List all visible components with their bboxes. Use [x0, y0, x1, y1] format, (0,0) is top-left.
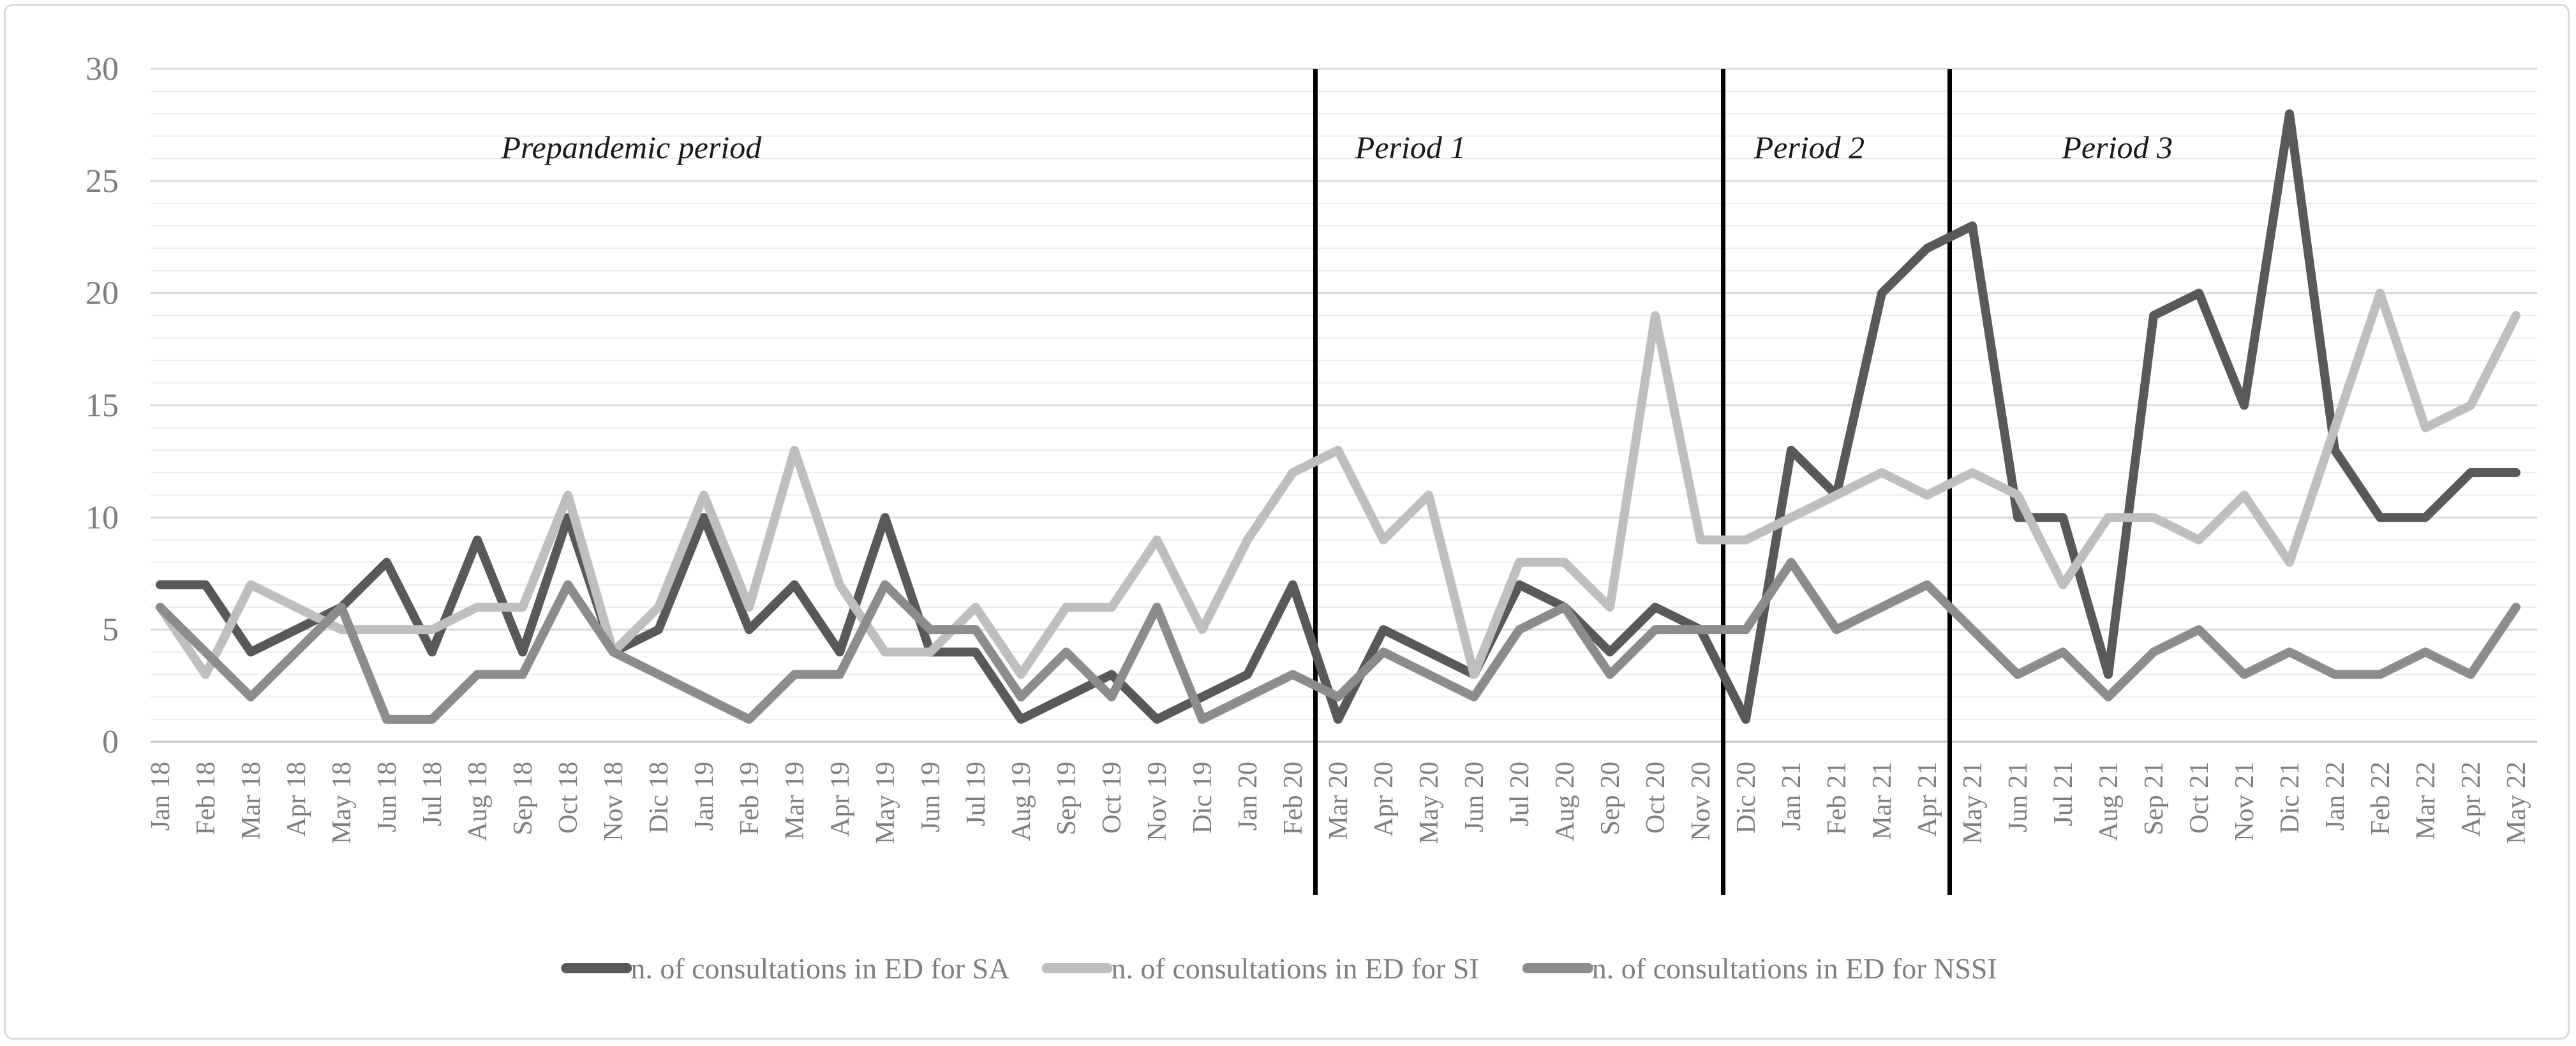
x-axis-tick-label: Dic 19	[1188, 762, 1217, 834]
y-axis-tick-label: 15	[86, 388, 119, 424]
data-series-layer	[156, 109, 2520, 724]
x-axis-tick-label: Feb 22	[2366, 762, 2395, 836]
x-axis-tick-label: Oct 20	[1641, 762, 1671, 834]
axis-labels-layer: 30 25 20 15 10 5 0 Jan 18 Feb 18 Mar 18 Apr 18 May …	[86, 51, 2531, 844]
period-label: Period 2	[1753, 129, 1865, 165]
x-axis-tick-label: Aug 21	[2094, 762, 2124, 841]
legend-item-label: n. of consultations in ED for SI	[1112, 952, 1479, 985]
period-label: Period 3	[2061, 129, 2173, 165]
series-line-si	[156, 288, 2520, 679]
x-axis-tick-label: Feb 20	[1279, 762, 1308, 836]
x-axis-tick-label: Oct 21	[2185, 762, 2214, 834]
x-axis-tick-label: May 18	[327, 762, 357, 844]
x-axis-tick-label: Jul 18	[418, 762, 447, 827]
x-axis-tick-label: Apr 21	[1913, 762, 1942, 837]
period-label: Period 1	[1355, 129, 1466, 165]
x-axis-tick-label: Oct 19	[1098, 762, 1127, 834]
x-axis-tick-label: Mar 18	[237, 762, 266, 839]
x-axis-tick-label: Jul 20	[1505, 762, 1535, 827]
x-axis-tick-label: Jan 20	[1233, 762, 1263, 831]
x-axis-tick-label: May 21	[1958, 762, 1988, 844]
y-axis-tick-label: 0	[102, 724, 119, 760]
x-axis-tick-label: Mar 21	[1868, 762, 1897, 839]
x-axis-tick-label: Jun 21	[2004, 762, 2033, 832]
x-axis-tick-label: May 20	[1415, 762, 1444, 844]
x-axis-tick-label: Apr 22	[2457, 762, 2486, 837]
series-line-sa	[156, 109, 2520, 724]
period-label: Prepandemic period	[501, 129, 763, 165]
x-axis-tick-label: Jun 19	[916, 762, 946, 832]
legend-item-label: n. of consultations in ED for SA	[630, 952, 1009, 985]
x-axis-tick-label: Oct 18	[554, 762, 583, 834]
x-axis-tick-label: Nov 20	[1686, 762, 1716, 841]
x-axis-tick-label: Aug 19	[1007, 762, 1036, 841]
y-axis-tick-label: 30	[86, 51, 119, 87]
legend-layer: n. of consultations in ED for SA n. of co…	[561, 952, 1997, 985]
x-axis-tick-label: Dic 20	[1732, 762, 1761, 834]
x-axis-tick-label: Feb 18	[191, 762, 221, 836]
x-axis-tick-label: Jan 21	[1777, 762, 1806, 831]
x-axis-tick-label: Feb 21	[1822, 762, 1852, 836]
y-axis-tick-label: 20	[86, 276, 119, 312]
x-axis-tick-label: Sep 18	[509, 762, 538, 836]
line-chart: 30 25 20 15 10 5 0 Jan 18 Feb 18 Mar 18 Apr 18 May …	[86, 51, 2537, 985]
x-axis-tick-label: Aug 20	[1551, 762, 1580, 841]
legend-item-label: n. of consultations in ED for NSSI	[1592, 952, 1997, 985]
series-line-nssi	[156, 557, 2520, 724]
x-axis-tick-label: Mar 19	[780, 762, 810, 839]
x-axis-tick-label: Dic 18	[644, 762, 674, 834]
x-axis-tick-label: Mar 20	[1324, 762, 1353, 839]
x-axis-tick-label: May 19	[871, 762, 900, 844]
x-axis-tick-label: Nov 19	[1143, 762, 1172, 841]
legend-item-si: n. of consultations in ED for SI	[1041, 952, 1479, 985]
x-axis-tick-label: Apr 19	[826, 762, 855, 837]
y-axis-tick-label: 10	[86, 499, 119, 536]
x-axis-tick-label: Feb 19	[735, 762, 764, 836]
y-axis-tick-label: 5	[102, 612, 119, 648]
x-axis-tick-label: Aug 18	[463, 762, 493, 841]
x-axis-tick-label: Jan 18	[146, 762, 175, 831]
x-axis-tick-label: Mar 22	[2411, 762, 2441, 839]
x-axis-tick-label: May 22	[2502, 762, 2531, 844]
y-axis-tick-label: 25	[86, 163, 119, 200]
legend-item-nssi: n. of consultations in ED for NSSI	[1522, 952, 1997, 985]
x-axis-tick-label: Jan 19	[690, 762, 719, 831]
x-axis-tick-label: Dic 21	[2275, 762, 2305, 834]
x-axis-tick-label: Sep 19	[1052, 762, 1082, 836]
x-axis-tick-label: Apr 18	[282, 762, 311, 837]
period-labels-layer: Prepandemic period Period 1 Period 2 Period…	[501, 129, 2173, 165]
chart-figure: 30 25 20 15 10 5 0 Jan 18 Feb 18 Mar 18 Apr 18 May …	[4, 4, 2570, 1040]
x-axis-tick-label: Apr 20	[1369, 762, 1399, 837]
x-axis-tick-label: Nov 21	[2230, 762, 2260, 841]
legend-item-sa: n. of consultations in ED for SA	[561, 952, 1009, 985]
x-axis-tick-label: Jul 19	[962, 762, 991, 827]
x-axis-tick-label: Sep 21	[2140, 762, 2169, 836]
x-axis-tick-label: Sep 20	[1596, 762, 1625, 836]
x-axis-tick-label: Jun 18	[373, 762, 402, 832]
x-axis-tick-label: Nov 18	[599, 762, 629, 841]
x-axis-tick-label: Jul 21	[2049, 762, 2078, 827]
x-axis-tick-label: Jun 20	[1460, 762, 1489, 832]
x-axis-tick-label: Jan 22	[2321, 762, 2350, 831]
